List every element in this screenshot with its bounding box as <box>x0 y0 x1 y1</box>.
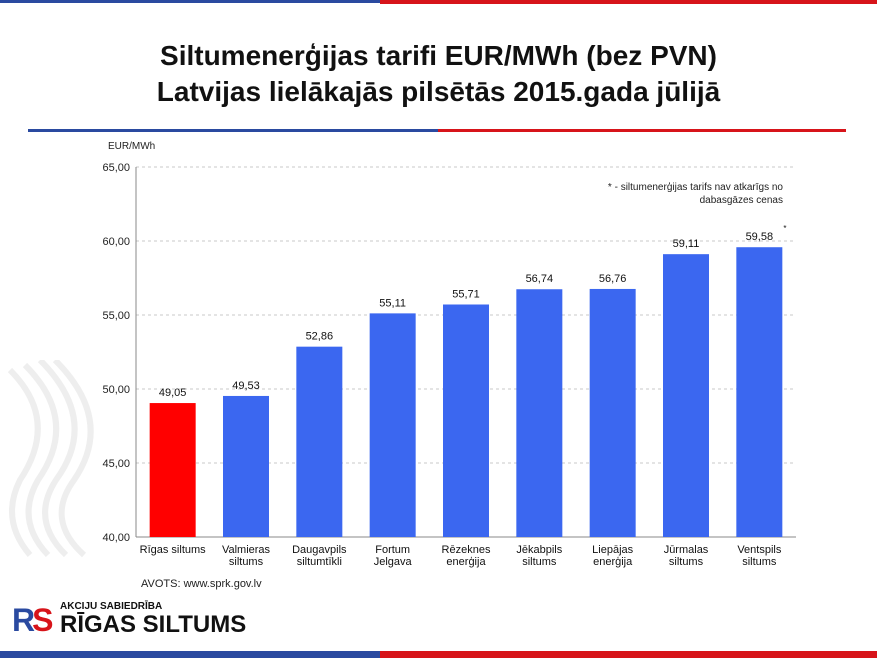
x-tick-label: Liepājas <box>592 544 633 556</box>
title-line-1: Siltumenerģijas tarifi EUR/MWh (bez PVN) <box>160 40 717 71</box>
asterisk-mark: * <box>783 224 786 233</box>
x-tick-label: siltums <box>742 556 777 568</box>
y-tick-label: 65,00 <box>102 162 130 174</box>
top-stripe-red <box>380 0 877 4</box>
bar <box>663 254 709 537</box>
data-label: 56,76 <box>599 273 627 285</box>
company-logo: RS AKCIJU SABIEDRĪBA RĪGAS SILTUMS <box>12 600 272 640</box>
y-tick-label: 55,00 <box>102 310 130 322</box>
chart-note: dabasgāzes cenas <box>700 195 783 206</box>
bar <box>736 247 783 537</box>
top-stripe-blue <box>0 0 380 3</box>
y-tick-label: 50,00 <box>102 384 130 396</box>
data-label: 55,71 <box>452 288 480 300</box>
x-tick-label: Rēzeknes <box>442 544 491 556</box>
chart-note: * - siltumenerģijas tarifs nav atkarīgs … <box>608 180 784 193</box>
bar <box>296 346 343 537</box>
x-tick-label: siltumtīkli <box>297 556 342 568</box>
x-tick-label: Rīgas siltums <box>140 544 207 556</box>
x-tick-label: Jēkabpils <box>516 544 562 556</box>
decorative-swirl <box>7 360 94 558</box>
bar <box>223 395 269 537</box>
bar-chart: 40,00 45,00 50,00 55,00 60,00 65,00 EUR/MWh 49,… <box>102 141 796 568</box>
x-tick-label: siltums <box>229 556 264 568</box>
x-tick-label: Jūrmalas <box>664 544 709 556</box>
data-label: 49,53 <box>232 380 260 392</box>
y-tick-label: 40,00 <box>102 532 130 544</box>
logo-mark: RS <box>12 602 54 639</box>
x-tick-label: Ventspils <box>737 544 782 556</box>
y-tick-label: 60,00 <box>102 236 130 248</box>
bar <box>443 304 489 537</box>
logo-subtitle: AKCIJU SABIEDRĪBA <box>60 601 163 612</box>
y-axis-label: EUR/MWh <box>108 141 155 152</box>
data-label: 59,11 <box>673 238 700 250</box>
data-label: 56,74 <box>526 273 554 285</box>
x-tick-label: Jelgava <box>374 556 413 568</box>
bar <box>149 403 196 537</box>
logo-mark-r: R <box>12 602 35 638</box>
data-label: 49,05 <box>159 387 187 399</box>
divider-red <box>438 129 846 132</box>
source-label: AVOTS: www.sprk.gov.lv <box>141 578 262 590</box>
logo-mark-s: S <box>32 602 53 638</box>
x-tick-label: siltums <box>522 556 557 568</box>
bar <box>369 313 416 537</box>
data-label: 55,11 <box>379 297 406 309</box>
x-tick-label: Daugavpils <box>292 544 347 556</box>
y-tick-label: 45,00 <box>102 458 130 470</box>
x-tick-label: enerģija <box>593 555 633 568</box>
x-tick-label: siltums <box>669 556 704 568</box>
x-tick-label: Fortum <box>375 544 410 556</box>
data-label: 52,86 <box>306 331 334 343</box>
data-label: 59,58 <box>746 231 774 243</box>
bottom-stripe-red <box>380 651 877 658</box>
logo-name: RĪGAS SILTUMS <box>60 611 247 638</box>
divider-blue <box>28 129 438 132</box>
x-tick-label: Valmieras <box>222 544 271 556</box>
title-line-2: Latvijas lielākajās pilsētās 2015.gada j… <box>156 76 721 107</box>
bar <box>516 289 563 537</box>
bar <box>589 288 636 537</box>
x-tick-label: enerģija <box>446 555 486 568</box>
page-title: Siltumenerģijas tarifi EUR/MWh (bez PVN)… <box>0 38 877 110</box>
